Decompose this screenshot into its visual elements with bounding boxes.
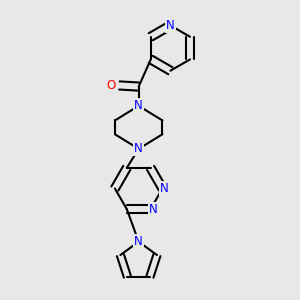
Text: N: N <box>166 19 175 32</box>
Text: N: N <box>160 182 169 195</box>
Text: N: N <box>148 202 157 216</box>
Text: N: N <box>134 142 143 155</box>
Text: N: N <box>134 99 143 112</box>
Text: N: N <box>134 235 143 248</box>
Text: O: O <box>107 79 116 92</box>
